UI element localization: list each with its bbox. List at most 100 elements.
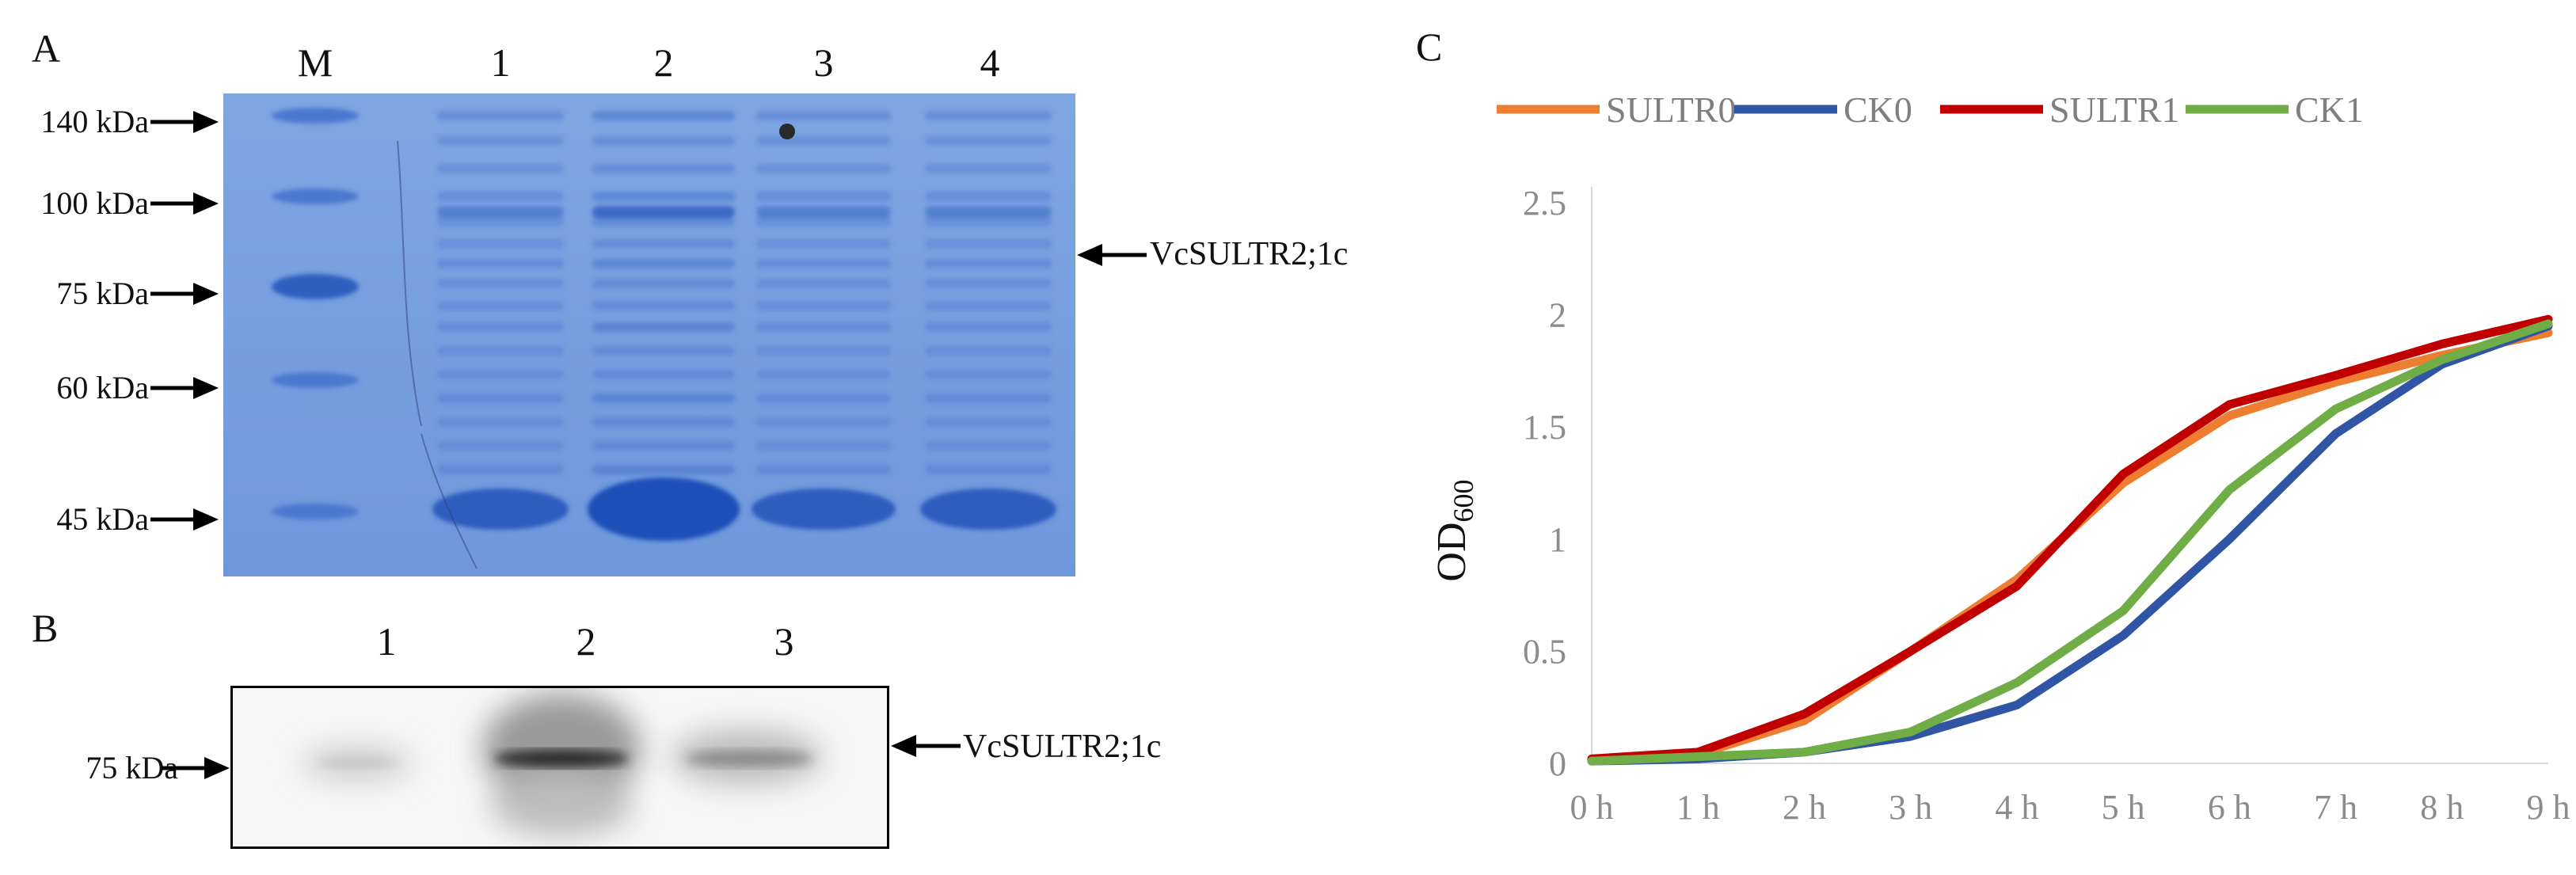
- sample-band: [756, 259, 891, 268]
- series-line-ck1: [1587, 319, 2553, 766]
- sample-band: [437, 370, 564, 379]
- marker-100-label: 100 kDa: [40, 185, 149, 221]
- sample-band: [756, 465, 891, 474]
- sample-band: [592, 164, 735, 173]
- target-label-a: VcSULTR2;1c: [1150, 236, 1349, 272]
- sample-band: [756, 394, 891, 403]
- sample-band: [592, 370, 735, 379]
- sample-band: [925, 394, 1052, 403]
- x-tick-label: 5 h: [2102, 788, 2145, 827]
- chart-legend: SULTR0 CK0 SULTR1 CK1: [1497, 89, 2364, 130]
- series-line-sultr0: [1587, 328, 2553, 763]
- blot-lane-label-2: 2: [576, 619, 596, 664]
- y-tick-label: 1: [1549, 520, 1566, 559]
- marker-band: [272, 504, 359, 519]
- sample-band: [437, 465, 564, 474]
- sample-band: [925, 259, 1052, 268]
- sample-band: [592, 394, 735, 403]
- target-arrow-b: [891, 735, 961, 757]
- sample-band: [756, 346, 891, 356]
- marker-band: [272, 188, 359, 204]
- sample-band: [756, 111, 891, 120]
- sample-band: [592, 217, 735, 226]
- y-tick-label: 2.5: [1523, 184, 1566, 223]
- panel-c-letter: C: [1416, 25, 1443, 69]
- x-tick-label: 4 h: [1995, 788, 2038, 827]
- target-band: [592, 206, 735, 219]
- sample-band: [437, 192, 564, 201]
- sample-band: [437, 322, 564, 332]
- y-tick-label: 0.5: [1523, 632, 1566, 671]
- sample-band: [925, 346, 1052, 356]
- target-band: [925, 206, 1052, 219]
- sample-band: [925, 441, 1052, 451]
- sample-band: [756, 370, 891, 379]
- x-tick-label: 0 h: [1570, 788, 1614, 827]
- y-tick-label: 2: [1549, 296, 1566, 335]
- sample-band: [437, 346, 564, 356]
- sample-band: [756, 301, 891, 310]
- heavy-band: [920, 489, 1056, 530]
- heavy-band: [751, 489, 896, 530]
- sample-band: [592, 346, 735, 356]
- sample-band: [437, 441, 564, 451]
- blot-lane-label-1: 1: [376, 619, 397, 664]
- sample-band: [437, 301, 564, 310]
- sample-band: [437, 217, 564, 226]
- marker-band: [272, 108, 359, 124]
- sample-band: [437, 417, 564, 427]
- marker-60-label: 60 kDa: [56, 370, 149, 405]
- sample-band: [592, 301, 735, 310]
- sample-band: [592, 465, 735, 474]
- blot-marker-arrow: [162, 757, 230, 779]
- sample-band: [756, 136, 891, 146]
- sample-band: [592, 111, 735, 120]
- sample-band: [925, 164, 1052, 173]
- sample-band: [437, 111, 564, 120]
- sample-band: [437, 136, 564, 146]
- sample-band: [756, 217, 891, 226]
- panel-b-letter: B: [32, 606, 59, 650]
- x-tick-label: 8 h: [2420, 788, 2464, 827]
- heavy-band: [432, 489, 569, 530]
- sample-band: [756, 164, 891, 173]
- legend-label: CK1: [2295, 89, 2364, 130]
- target-label-b: VcSULTR2;1c: [963, 729, 1162, 765]
- target-arrow-a: [1077, 244, 1147, 266]
- sample-band: [925, 417, 1052, 427]
- lane-label-m: M: [297, 40, 333, 85]
- legend-label: SULTR1: [2049, 89, 2179, 130]
- series-line-sultr1: [1587, 314, 2553, 763]
- chart-series: [1587, 314, 2553, 766]
- sample-band: [592, 417, 735, 427]
- marker-45-label: 45 kDa: [56, 501, 149, 537]
- y-axis-label: OD600: [1429, 479, 1479, 581]
- panel-a-letter: A: [32, 26, 61, 70]
- sds-page-gel: [223, 93, 1075, 576]
- lane-label-2: 2: [653, 40, 674, 85]
- sample-band: [592, 192, 735, 201]
- sample-band: [925, 239, 1052, 249]
- series-line-ck0: [1587, 321, 2553, 766]
- sample-band: [437, 394, 564, 403]
- growth-chart: SULTR0 CK0 SULTR1 CK1 0 0.5 1 1.5 2 2.5 0 h 1 h 2 h…: [1429, 89, 2570, 827]
- marker-arrows: [150, 111, 219, 531]
- marker-75-label: 75 kDa: [56, 276, 149, 311]
- lane-label-4: 4: [980, 40, 1000, 85]
- sample-band: [756, 279, 891, 288]
- sample-band: [756, 417, 891, 427]
- sample-band: [925, 217, 1052, 226]
- sample-band: [925, 136, 1052, 146]
- sample-band: [437, 239, 564, 249]
- sample-band: [437, 164, 564, 173]
- lane-label-3: 3: [813, 40, 834, 85]
- western-blot: [230, 686, 889, 849]
- target-band: [756, 206, 891, 219]
- sample-band: [925, 301, 1052, 310]
- x-tick-label: 7 h: [2314, 788, 2357, 827]
- sample-band: [592, 239, 735, 249]
- x-tick-label: 9 h: [2527, 788, 2570, 827]
- sample-band: [592, 279, 735, 288]
- sample-band: [925, 192, 1052, 201]
- sample-band: [592, 322, 735, 332]
